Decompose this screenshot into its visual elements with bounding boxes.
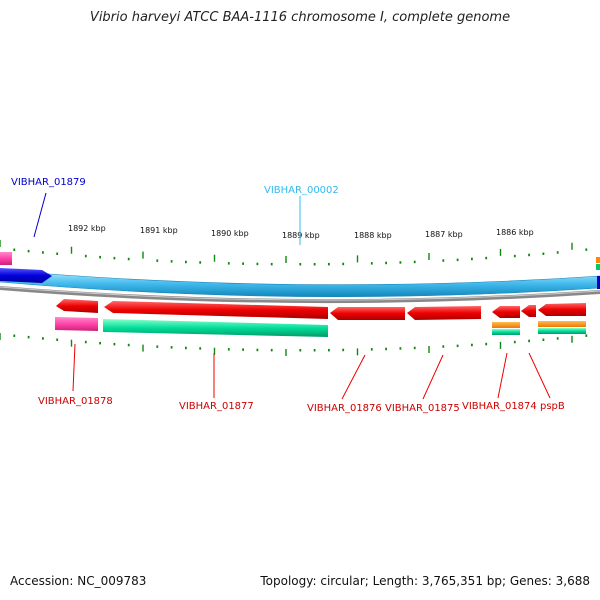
accession-text: Accession: NC_009783 <box>10 574 147 588</box>
gene-label-01879[interactable]: VIBHAR_01879 <box>11 177 86 188</box>
gene-label-pspB[interactable]: pspB <box>540 401 565 412</box>
callout-line-01874 <box>497 352 508 399</box>
scale-label-1892: 1892 kbp <box>68 224 106 233</box>
rna-feature-01877[interactable] <box>103 319 328 337</box>
gene-label-01875[interactable]: VIBHAR_01875 <box>385 403 460 414</box>
gene-01876-arrow[interactable] <box>330 307 405 320</box>
callout-line-01876 <box>341 354 366 400</box>
gene-small-arrow[interactable] <box>521 305 536 317</box>
gene-label-01874[interactable]: VIBHAR_01874 <box>462 401 537 412</box>
green-feature-01874 <box>492 329 520 335</box>
backbone-line <box>0 286 600 304</box>
gene-01875-arrow[interactable] <box>407 306 481 320</box>
orange-feature-01874 <box>492 322 520 328</box>
callout-line-pspB <box>528 352 551 399</box>
blue-gene-arrow[interactable] <box>0 268 52 283</box>
orange-feature-pspB <box>538 321 586 327</box>
gene-label-01876[interactable]: VIBHAR_01876 <box>307 403 382 414</box>
gene-pspB-arrow[interactable] <box>538 303 586 316</box>
magenta-feature-01878[interactable] <box>55 317 98 331</box>
gene-label-00002[interactable]: VIBHAR_00002 <box>264 185 339 196</box>
scale-label-1890: 1890 kbp <box>211 229 249 238</box>
scale-label-1889: 1889 kbp <box>282 231 320 240</box>
gene-label-01877[interactable]: VIBHAR_01877 <box>179 401 254 412</box>
callout-line-01875 <box>422 354 444 400</box>
callout-line-01879 <box>33 192 47 238</box>
backbone-highlight <box>0 286 600 301</box>
gene-01877-arrow[interactable] <box>104 301 328 319</box>
cyan-gene-band[interactable] <box>0 269 600 297</box>
scale-label-1886: 1886 kbp <box>496 228 534 237</box>
callout-line-01878 <box>72 343 76 392</box>
gene-01874-arrow[interactable] <box>492 306 520 318</box>
gene-label-01878[interactable]: VIBHAR_01878 <box>38 396 113 407</box>
orange-feature-right-top <box>596 257 600 263</box>
scale-label-1891: 1891 kbp <box>140 226 178 235</box>
scale-label-1887: 1887 kbp <box>425 230 463 239</box>
map-title: Vibrio harveyi ATCC BAA-1116 chromosome … <box>89 10 511 25</box>
gene-01878-arrow[interactable] <box>56 299 98 313</box>
genome-summary-text: Topology: circular; Length: 3,765,351 bp… <box>260 574 590 588</box>
outer-tick-row <box>0 240 588 266</box>
magenta-feature-left[interactable] <box>0 252 12 265</box>
scale-label-1888: 1888 kbp <box>354 231 392 240</box>
green-feature-pspB <box>538 328 586 334</box>
blue-gene-right-edge <box>597 276 600 289</box>
inner-tick-row <box>0 333 588 356</box>
green-feature-right-top <box>596 264 600 270</box>
